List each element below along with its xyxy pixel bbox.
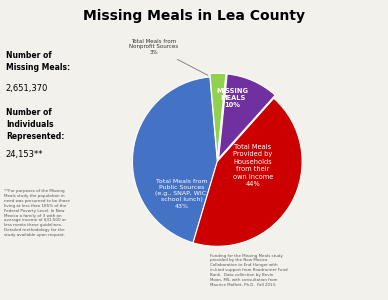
Wedge shape (219, 74, 275, 158)
Text: 24,153**: 24,153** (6, 150, 43, 159)
Text: Number of
Individuals
Represented:: Number of Individuals Represented: (6, 108, 64, 141)
Text: MISSING
MEALS
10%: MISSING MEALS 10% (217, 88, 249, 108)
Text: Funding for the Missing Meals study
provided by the New Mexico
Collaboration to : Funding for the Missing Meals study prov… (210, 254, 287, 287)
Wedge shape (193, 98, 302, 246)
Text: Total Meals
Provided by
Households
from their
own income
44%: Total Meals Provided by Households from … (233, 144, 273, 188)
Text: **For purposes of the Missing
Meals study the population in
need was presumed to: **For purposes of the Missing Meals stud… (4, 189, 70, 237)
Text: Number of
Missing Meals:: Number of Missing Meals: (6, 51, 70, 72)
Text: Total Meals from
Nonprofit Sources
3%: Total Meals from Nonprofit Sources 3% (129, 39, 208, 75)
Wedge shape (210, 73, 226, 158)
Text: Total Meals from
Public Sources
(e.g., SNAP, WIC,
school lunch)
43%: Total Meals from Public Sources (e.g., S… (155, 179, 208, 208)
Text: Missing Meals in Lea County: Missing Meals in Lea County (83, 9, 305, 23)
Wedge shape (132, 77, 217, 243)
Text: 2,651,370: 2,651,370 (6, 84, 48, 93)
